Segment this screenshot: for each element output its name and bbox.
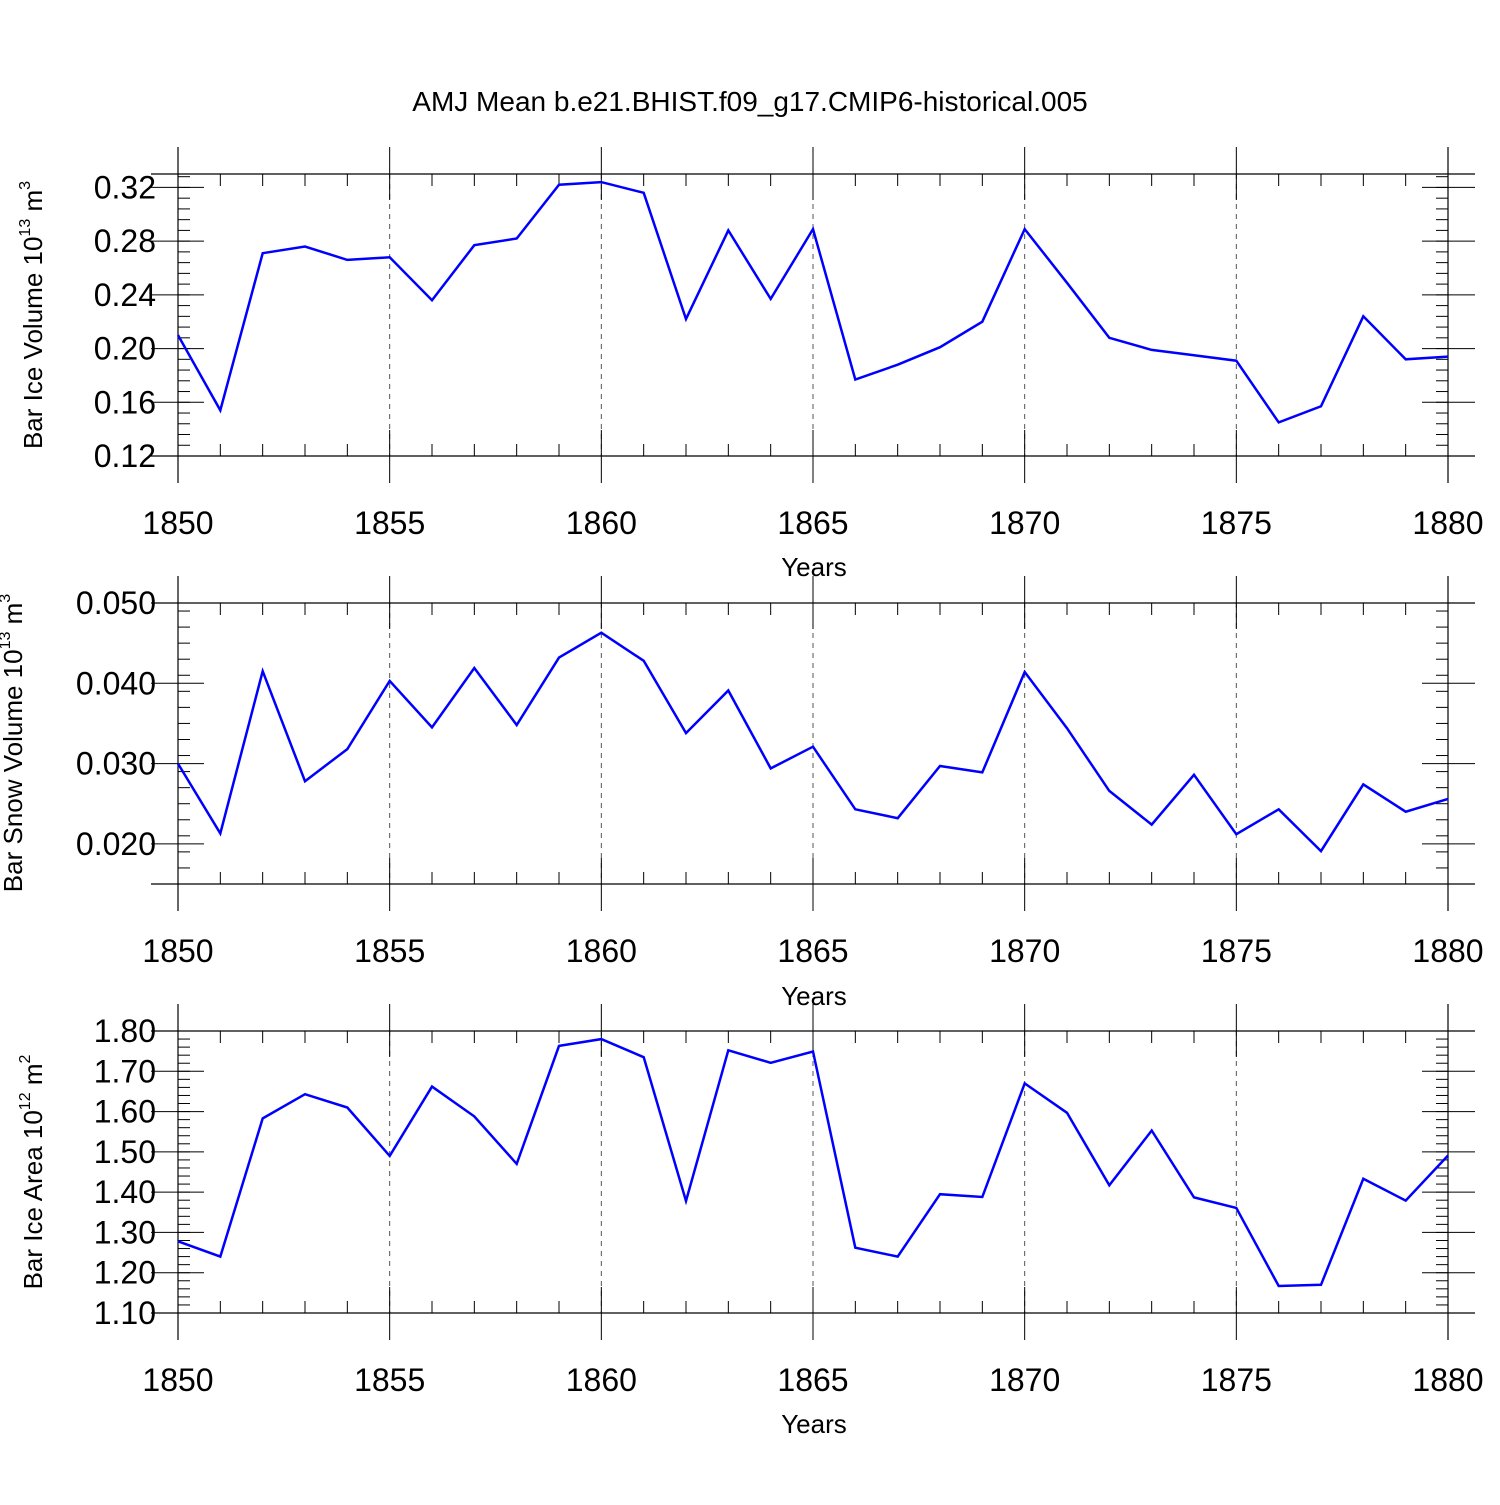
panel-3: 1.10 1.20 1.30 1.40 1.50 1.60 1.70 1.80 1850 1855… <box>17 1004 1484 1439</box>
y-tick-label: 0.24 <box>94 277 156 313</box>
panel-1: 0.12 0.16 0.20 0.24 0.28 0.32 1850 1855 1860 1865… <box>17 147 1484 582</box>
x-tick-label: 1855 <box>354 505 425 541</box>
x-axis-label: Years <box>781 981 847 1011</box>
y-tick-label: 0.050 <box>76 585 156 621</box>
x-tick-label: 1870 <box>989 1362 1060 1398</box>
y-axis-label-exp: 13 <box>17 219 34 237</box>
y-tick-label: 0.16 <box>94 384 156 420</box>
y-axis-label-exp: 12 <box>17 1092 34 1110</box>
x-tick-label: 1880 <box>1412 505 1483 541</box>
y-axis-label-unit: m <box>18 1063 48 1092</box>
y-tick-label: 0.12 <box>94 438 156 474</box>
y-tick-label: 0.020 <box>76 826 156 862</box>
y-tick-label: 1.50 <box>94 1134 156 1170</box>
y-axis-label-unit-exp: 3 <box>17 181 34 190</box>
x-tick-label: 1875 <box>1201 933 1272 969</box>
y-axis-label-unit-exp: 2 <box>17 1054 34 1063</box>
x-tick-label: 1870 <box>989 505 1060 541</box>
y-tick-label: 1.20 <box>94 1255 156 1291</box>
y-axis-label-exp: 13 <box>0 631 14 649</box>
y-axis-label-main: Bar Ice Volume 10 <box>18 237 48 449</box>
y-tick-label: 0.20 <box>94 331 156 367</box>
y-axis-label: Bar Ice Volume 1013 m3 <box>17 181 48 449</box>
y-tick-label: 0.040 <box>76 665 156 701</box>
x-tick-label: 1870 <box>989 933 1060 969</box>
x-tick-label: 1865 <box>777 933 848 969</box>
x-tick-label: 1860 <box>566 1362 637 1398</box>
x-tick-label: 1850 <box>142 505 213 541</box>
x-tick-label: 1850 <box>142 1362 213 1398</box>
y-tick-label: 1.60 <box>94 1094 156 1130</box>
y-tick-label: 0.28 <box>94 223 156 259</box>
x-tick-label: 1880 <box>1412 1362 1483 1398</box>
x-tick-label: 1850 <box>142 933 213 969</box>
y-tick-label: 1.40 <box>94 1174 156 1210</box>
y-axis-label: Bar Snow Volume 1013 m3 <box>0 594 28 893</box>
y-axis-label-unit: m <box>0 603 28 632</box>
panel-2: 0.020 0.030 0.040 0.050 1850 1855 1860 1865 1870… <box>0 576 1484 1011</box>
y-tick-label: 1.80 <box>94 1013 156 1049</box>
y-axis-label: Bar Ice Area 1012 m2 <box>17 1054 48 1289</box>
x-axis-label: Years <box>781 552 847 582</box>
x-tick-label: 1880 <box>1412 933 1483 969</box>
x-tick-label: 1875 <box>1201 505 1272 541</box>
x-tick-label: 1865 <box>777 505 848 541</box>
x-tick-label: 1865 <box>777 1362 848 1398</box>
y-axis-label-main: Bar Ice Area 10 <box>18 1110 48 1289</box>
x-axis-label: Years <box>781 1409 847 1439</box>
y-tick-label: 1.70 <box>94 1053 156 1089</box>
y-tick-label: 0.32 <box>94 169 156 205</box>
y-tick-label: 0.030 <box>76 746 156 782</box>
y-axis-label-unit-exp: 3 <box>0 594 14 603</box>
x-tick-label: 1855 <box>354 1362 425 1398</box>
y-axis-label-main: Bar Snow Volume 10 <box>0 649 28 892</box>
y-axis-label-unit: m <box>18 190 48 219</box>
chart-title: AMJ Mean b.e21.BHIST.f09_g17.CMIP6-histo… <box>412 86 1087 117</box>
y-tick-label: 1.30 <box>94 1214 156 1250</box>
x-tick-label: 1875 <box>1201 1362 1272 1398</box>
y-tick-label: 1.10 <box>94 1295 156 1331</box>
x-tick-label: 1860 <box>566 933 637 969</box>
x-tick-label: 1855 <box>354 933 425 969</box>
x-tick-label: 1860 <box>566 505 637 541</box>
